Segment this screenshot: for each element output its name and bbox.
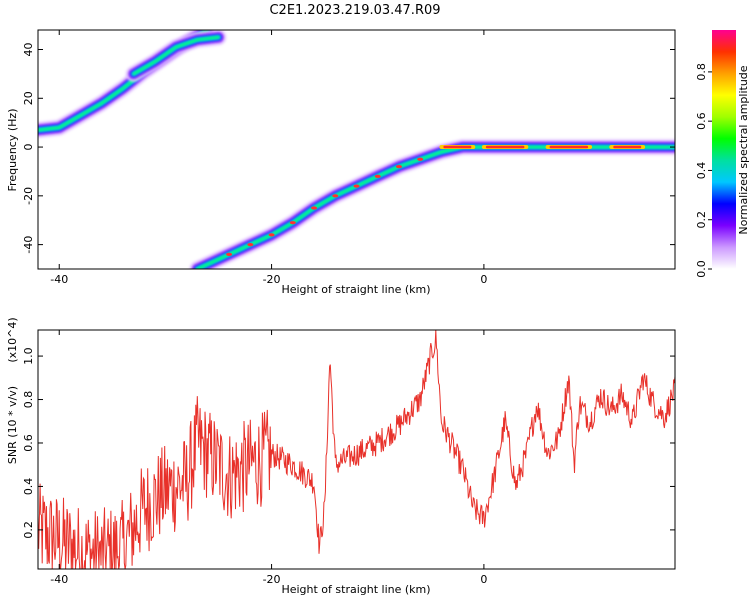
spectrogram-peak-blob (353, 184, 360, 188)
y-tick-label: 0.4 (22, 478, 35, 496)
spectrogram-ridge-main-branch (193, 143, 675, 269)
x-tick-label: -20 (263, 573, 281, 586)
y-tick-label: 1.0 (22, 347, 35, 365)
colorbar-tick-label: 0.2 (695, 211, 708, 229)
x-tick-label: -20 (263, 273, 281, 286)
x-tick-label: -40 (50, 273, 68, 286)
snr-multiplier-label: (x10^4) (6, 317, 19, 362)
spectrogram-peak-blob (226, 252, 233, 256)
spectrogram-y-ticks: -40 -20 0 20 40 (22, 43, 675, 254)
spectrogram-ridges (38, 30, 675, 269)
snr-y-axis-label: SNR (10 * v/v) (6, 386, 19, 464)
colorbar-tick-label: 0.8 (695, 63, 708, 81)
spectrogram-peak-blob (374, 174, 381, 178)
snr-panel: -40 -20 0 0.2 0.4 0.6 0.8 1.0 Height of straig… (6, 317, 676, 596)
colorbar-tick-label: 0.4 (695, 162, 708, 180)
colorbar-tick-label: 0.6 (695, 112, 708, 130)
snr-frame (37, 329, 676, 570)
spectrogram-ridge-main-branch (191, 141, 675, 269)
x-tick-label: 0 (480, 573, 487, 586)
x-tick-label: -40 (50, 573, 68, 586)
spectrogram-x-axis-label: Height of straight line (km) (281, 283, 430, 296)
spectrogram-ridge-main-branch (189, 139, 675, 269)
chart-title: C2E1.2023.219.03.47.R09 (269, 3, 440, 18)
spectrogram-peak-blob (395, 164, 402, 169)
y-tick-label: -20 (22, 187, 35, 205)
spectrogram-peak-blob (332, 194, 339, 198)
spectrogram-x-ticks: -40 -20 0 (50, 30, 487, 286)
x-tick-label: 0 (480, 273, 487, 286)
spectrogram-ridge-upper-branch-2 (132, 36, 220, 76)
spectrogram-frame (37, 29, 676, 270)
spectrogram-ridge-main-branch (195, 144, 675, 269)
y-tick-label: 20 (22, 91, 35, 105)
y-tick-label: 0 (22, 144, 35, 151)
y-tick-label: 40 (22, 43, 35, 57)
colorbar-ticks: 0.0 0.2 0.4 0.6 0.8 (695, 63, 712, 278)
snr-series-line (37, 329, 676, 570)
spectrogram-ridge-main-branch (196, 145, 675, 269)
snr-x-ticks: -40 -20 0 (50, 330, 487, 586)
y-tick-label: 0.2 (22, 521, 35, 539)
colorbar: 0.0 0.2 0.4 0.6 0.8 Normalized spectral ampl… (695, 30, 750, 278)
colorbar-tick-label: 0.0 (695, 260, 708, 278)
colorbar-gradient (712, 30, 736, 269)
spectrogram-y-axis-label: Frequency (Hz) (6, 109, 19, 192)
snr-y-ticks: 0.2 0.4 0.6 0.8 1.0 (22, 347, 675, 539)
colorbar-label: Normalized spectral amplitude (737, 65, 750, 234)
y-tick-label: 0.6 (22, 434, 35, 452)
spectrogram-panel: -40 -20 0 -40 -20 0 20 40 Height of straight l… (6, 29, 676, 296)
spectrogram-peak-blob (289, 221, 296, 225)
y-tick-label: 0.8 (22, 391, 35, 409)
spectrogram-peak-blob (268, 233, 275, 237)
y-tick-label: -40 (22, 236, 35, 254)
snr-x-axis-label: Height of straight line (km) (281, 583, 430, 596)
spectrogram-peak-blob (417, 157, 424, 161)
spectrogram-peak-blob (247, 243, 254, 247)
spectrogram-peak-blob (311, 206, 318, 210)
